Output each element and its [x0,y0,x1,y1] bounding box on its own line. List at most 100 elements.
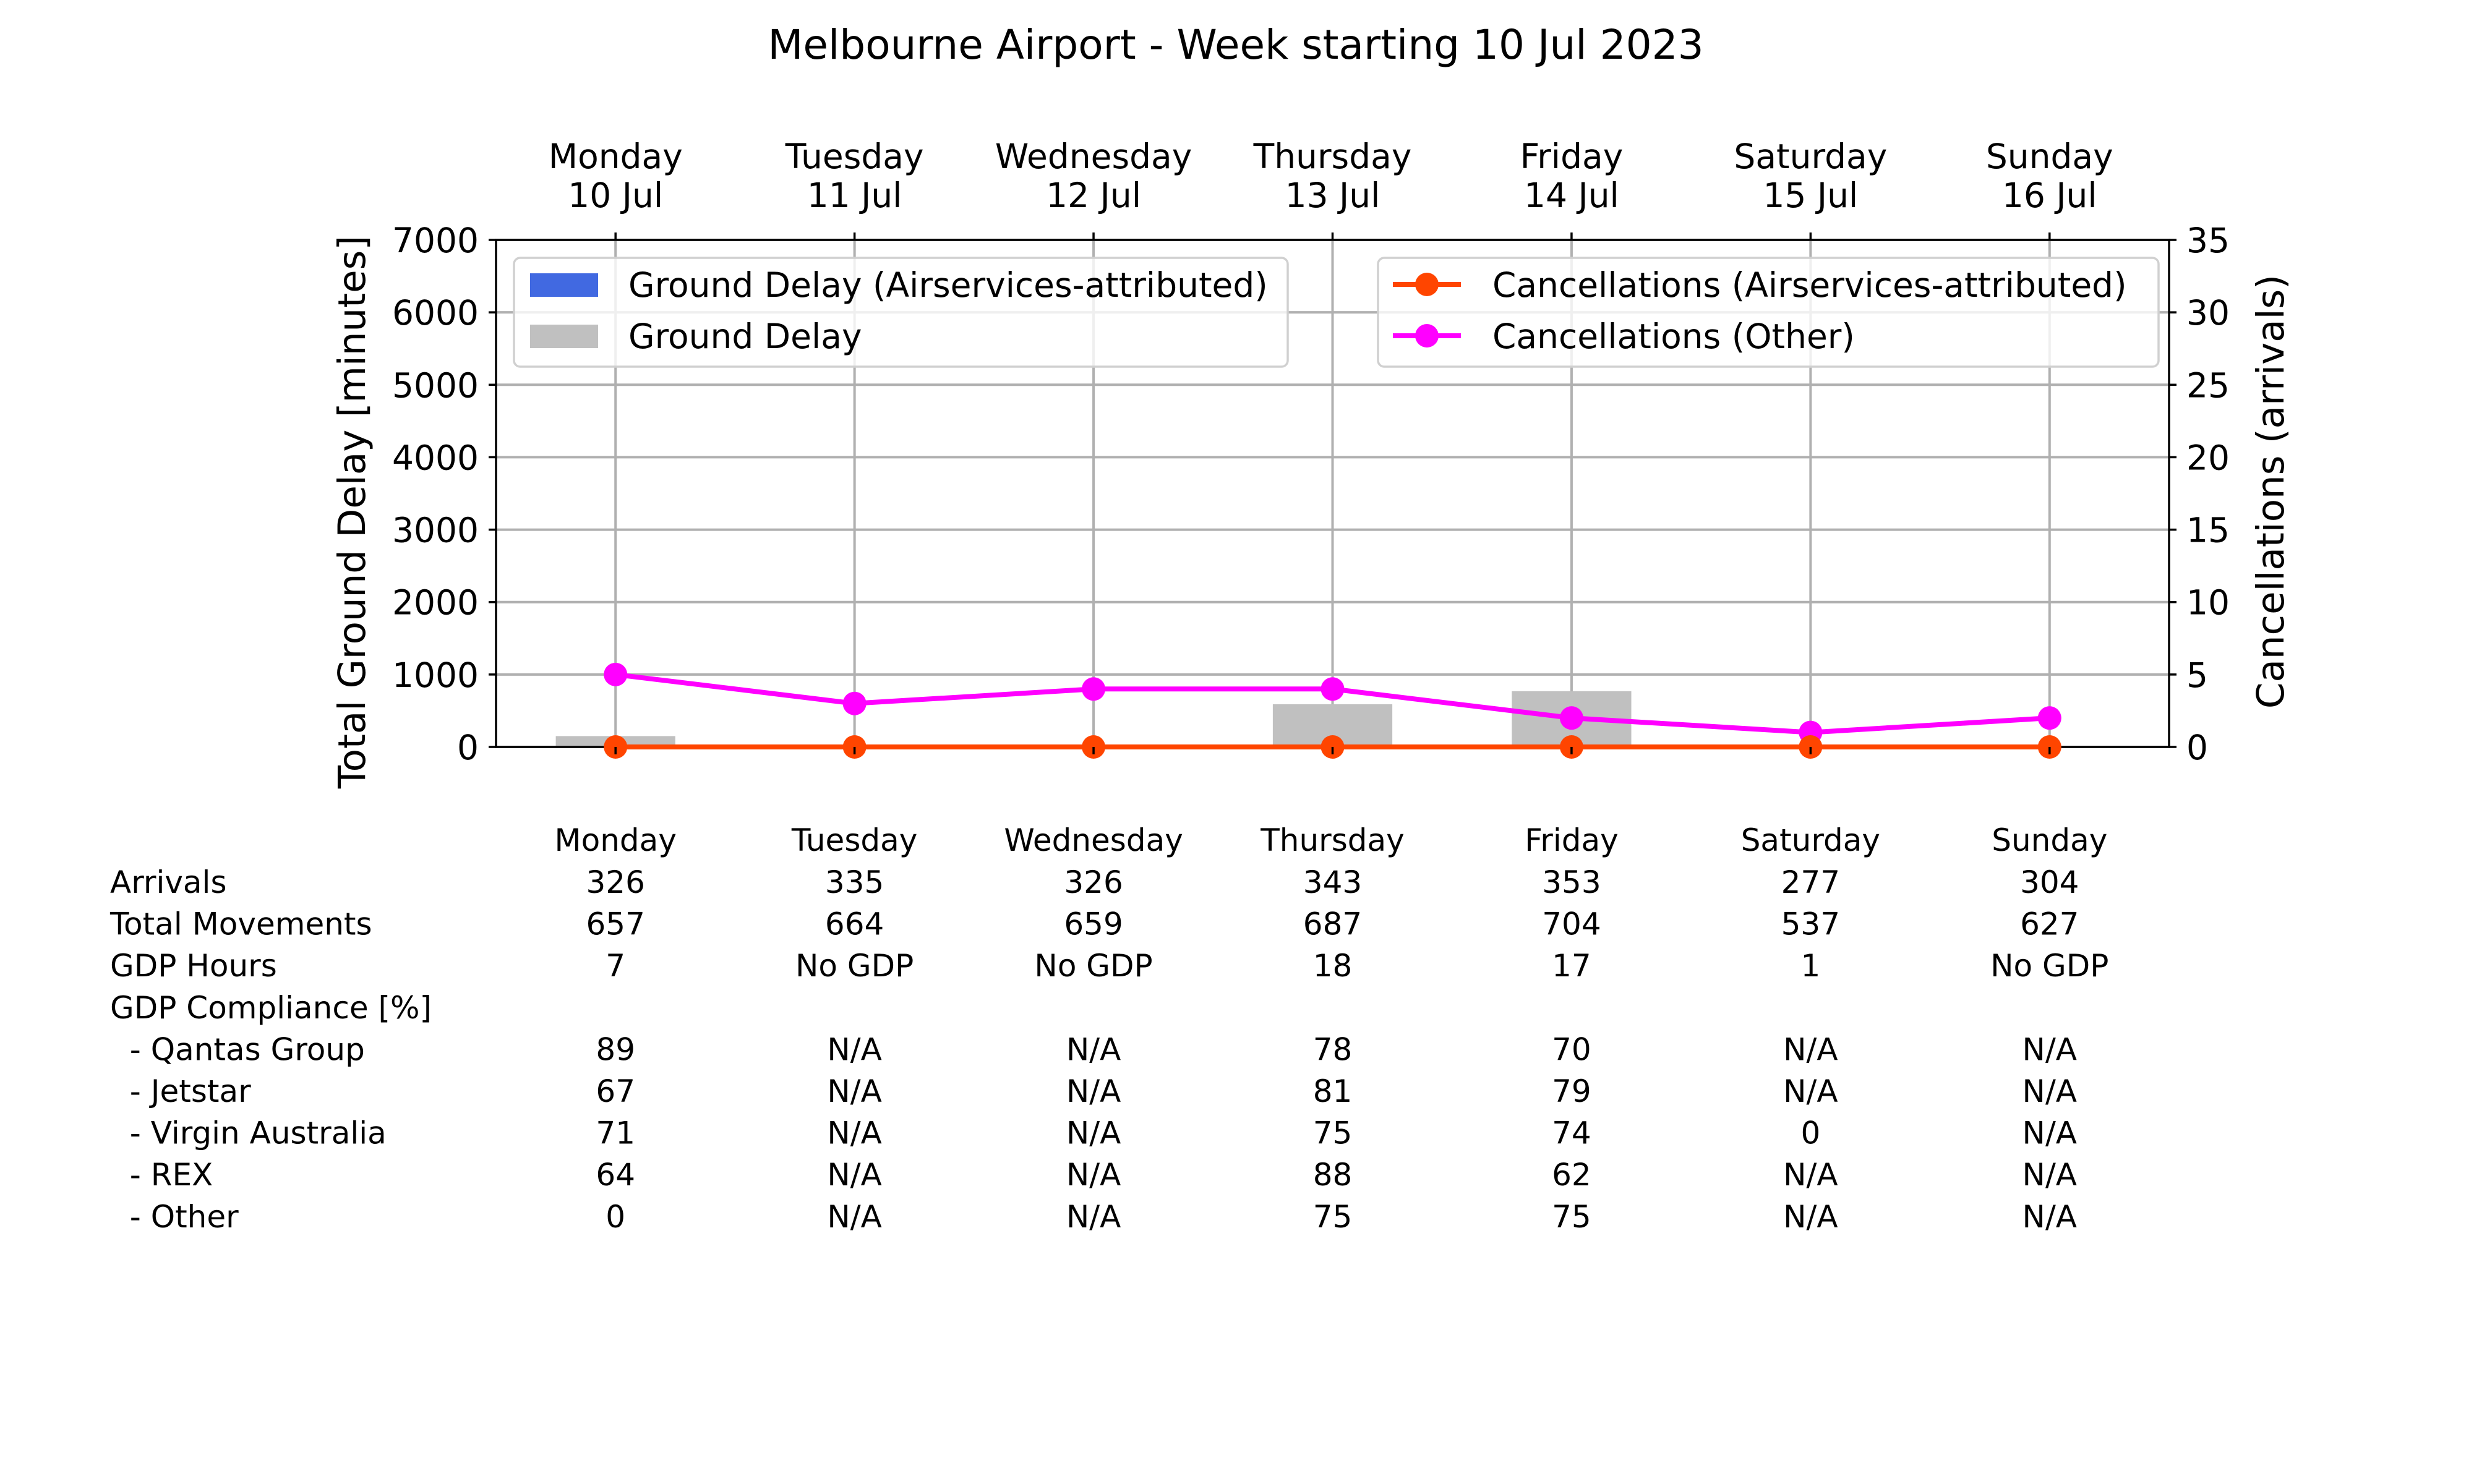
day-tick-label: Wednesday [995,137,1192,176]
table-cell: 1 [1800,948,1820,984]
legend-entry: Cancellations (Airservices-attributed) [1492,265,2127,305]
table-cell: N/A [827,1031,881,1067]
table-cell: N/A [2022,1157,2077,1193]
y2-axis-label: Cancellations (arrivals) [2249,275,2293,709]
chart-title: Melbourne Airport - Week starting 10 Jul… [768,21,1703,69]
y2-tick-label: 10 [2186,583,2230,623]
table-cell: N/A [2022,1199,2077,1235]
legend-box [513,257,1289,368]
table-row-label: GDP Compliance [%] [110,990,432,1026]
y-tick-label: 5000 [392,365,479,405]
table-cell: N/A [1783,1031,1838,1067]
table-cell: N/A [1066,1073,1121,1109]
table-cell: 335 [825,864,884,900]
table-cell: 17 [1552,948,1591,984]
table-header-cell: Friday [1525,822,1619,858]
table-cell: N/A [827,1199,881,1235]
y-tick-label: 1000 [392,655,479,695]
table-cell: N/A [2022,1115,2077,1151]
marker-cancellations-other [2037,706,2061,730]
table-cell: N/A [1783,1073,1838,1109]
legend-cancellations: Cancellations (Airservices-attributed) Ca… [1377,257,2160,368]
table-header-cell: Wednesday [1004,822,1183,858]
day-tick-label: Friday [1520,137,1624,176]
y-tick-label: 3000 [392,511,479,550]
table-cell: N/A [1066,1157,1121,1193]
y-tick-label: 7000 [392,221,479,260]
table-cell: 304 [2020,864,2079,900]
table-row-label: - Qantas Group [110,1031,365,1067]
table-row-label: Arrivals [110,864,227,900]
table-cell: No GDP [1034,948,1152,984]
y2-tick-label: 35 [2186,221,2230,260]
table-cell: N/A [1066,1031,1121,1067]
marker-cancellations-other [842,691,867,715]
date-tick-label: 15 Jul [1763,176,1858,215]
table-cell: N/A [1783,1199,1838,1235]
table-cell: 353 [1542,864,1601,900]
day-tick-label: Thursday [1253,137,1412,176]
day-tick-label: Saturday [1734,137,1887,176]
table-cell: N/A [2022,1031,2077,1067]
table-row-label: Total Movements [109,906,372,942]
table-cell: 62 [1552,1157,1591,1193]
y2-tick-label: 20 [2186,438,2230,477]
stats-table: Monday Tuesday Wednesday Thursday Friday Satu… [109,822,2108,1235]
legend-marker-swatch [1415,273,1439,296]
table-cell: No GDP [1990,948,2108,984]
marker-cancellations-other [1082,677,1106,701]
date-tick-label: 16 Jul [2002,176,2097,215]
table-cell: 326 [1064,864,1123,900]
legend-swatch [530,273,598,297]
legend-marker-swatch [1415,324,1439,348]
table-header-cell: Thursday [1260,822,1405,858]
table-row-label: - Virgin Australia [110,1115,387,1151]
table-cell: 326 [586,864,644,900]
table-cell: 7 [606,948,625,984]
table-cell: 64 [596,1157,635,1193]
table-header-cell: Tuesday [791,822,917,858]
table-cell: 0 [1800,1115,1820,1151]
y-tick-label: 4000 [392,438,479,477]
legend-entry: Cancellations (Other) [1492,317,1855,356]
table-row-label: - Other [110,1199,239,1235]
table-cell: N/A [1066,1115,1121,1151]
legend-entry: Ground Delay [628,317,862,356]
date-tick-label: 13 Jul [1285,176,1380,215]
table-cell: No GDP [795,948,914,984]
date-tick-label: 12 Jul [1046,176,1141,215]
table-cell: 537 [1781,906,1840,942]
table-cell: N/A [827,1115,881,1151]
table-cell: N/A [1783,1157,1838,1193]
table-cell: 664 [825,906,884,942]
table-cell: N/A [1066,1199,1121,1235]
table-cell: 70 [1552,1031,1591,1067]
y-tick-label: 6000 [392,293,479,333]
marker-cancellations-other [1559,706,1583,730]
table-cell: N/A [827,1073,881,1109]
marker-cancellations-other [604,662,628,686]
table-cell: 71 [596,1115,635,1151]
table-cell: 277 [1781,864,1840,900]
table-cell: 88 [1313,1157,1353,1193]
table-cell: 0 [606,1199,625,1235]
date-tick-label: 10 Jul [568,176,663,215]
table-cell: 67 [596,1073,635,1109]
table-cell: 704 [1542,906,1601,942]
table-cell: 89 [596,1031,635,1067]
table-cell: N/A [2022,1073,2077,1109]
y2-tick-label: 5 [2186,655,2208,695]
table-cell: 627 [2020,906,2079,942]
table-cell: 79 [1552,1073,1591,1109]
y2-tick-label: 25 [2186,365,2230,405]
table-cell: 659 [1064,906,1123,942]
day-tick-label: Tuesday [785,137,924,176]
table-cell: 657 [586,906,644,942]
table-row-label: - Jetstar [110,1073,251,1109]
y-tick-label: 2000 [392,583,479,623]
table-cell: 18 [1313,948,1353,984]
marker-cancellations-other [1320,677,1345,701]
legend-swatch [530,325,598,348]
table-row-label: - REX [110,1157,213,1193]
